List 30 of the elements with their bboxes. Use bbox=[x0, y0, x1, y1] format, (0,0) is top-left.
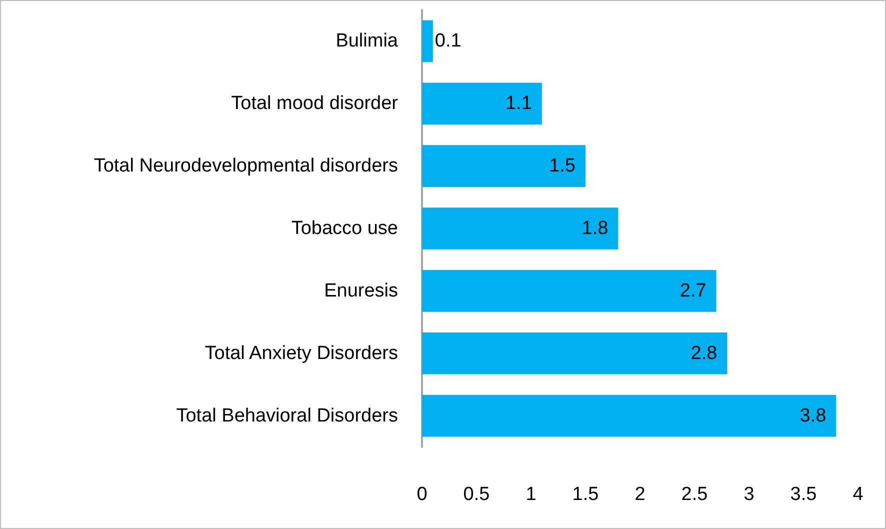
x-tick-label: 2 bbox=[634, 484, 646, 505]
x-tick-label: 0 bbox=[416, 484, 428, 505]
bar bbox=[422, 208, 618, 250]
x-tick-label: 1.5 bbox=[572, 484, 599, 505]
y-tick-label: Total Anxiety Disorders bbox=[204, 342, 398, 364]
x-tick-label: 3 bbox=[744, 484, 754, 505]
y-tick-label: Bulimia bbox=[336, 30, 398, 52]
y-tick-label: Enuresis bbox=[324, 280, 398, 302]
bar bbox=[422, 82, 542, 125]
x-tick-label: 2.5 bbox=[681, 484, 708, 505]
data-label: 1.1 bbox=[505, 93, 532, 114]
data-label: 3.8 bbox=[800, 405, 826, 426]
y-tick-label: Total mood disorder bbox=[231, 93, 399, 114]
y-tick-label: Total Neurodevelopmental disorders bbox=[94, 156, 398, 177]
bar bbox=[422, 145, 586, 187]
data-label: 2.8 bbox=[690, 342, 718, 364]
bar bbox=[422, 20, 433, 62]
bar bbox=[422, 332, 728, 374]
y-tick-label: Total Behavioral Disorders bbox=[176, 405, 398, 426]
data-label: 1.5 bbox=[549, 156, 576, 177]
data-label: 0.1 bbox=[434, 30, 462, 52]
bar bbox=[422, 394, 836, 437]
x-tick-label: 1 bbox=[526, 484, 536, 505]
x-tick-label: 3.5 bbox=[790, 484, 817, 505]
y-tick-label: Tobacco use bbox=[291, 218, 398, 239]
data-label: 2.7 bbox=[680, 280, 706, 302]
data-label: 1.8 bbox=[582, 218, 608, 239]
x-tick-label: 4 bbox=[852, 484, 864, 505]
bar bbox=[422, 270, 716, 312]
x-tick-label: 0.5 bbox=[463, 484, 490, 505]
